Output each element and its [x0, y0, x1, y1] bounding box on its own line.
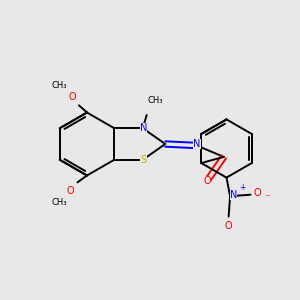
- Text: N: N: [230, 190, 237, 200]
- Text: +: +: [239, 183, 246, 192]
- Text: O: O: [224, 220, 232, 231]
- Text: CH₃: CH₃: [147, 96, 163, 105]
- Text: CH₃: CH₃: [51, 81, 67, 90]
- Text: O: O: [253, 188, 261, 199]
- Text: O: O: [66, 185, 74, 196]
- Text: N: N: [193, 139, 200, 149]
- Text: ⁻: ⁻: [264, 193, 270, 203]
- Text: S: S: [140, 155, 146, 165]
- Text: CH₃: CH₃: [52, 198, 67, 207]
- Text: N: N: [140, 123, 147, 133]
- Text: O: O: [203, 176, 211, 186]
- Text: O: O: [69, 92, 76, 102]
